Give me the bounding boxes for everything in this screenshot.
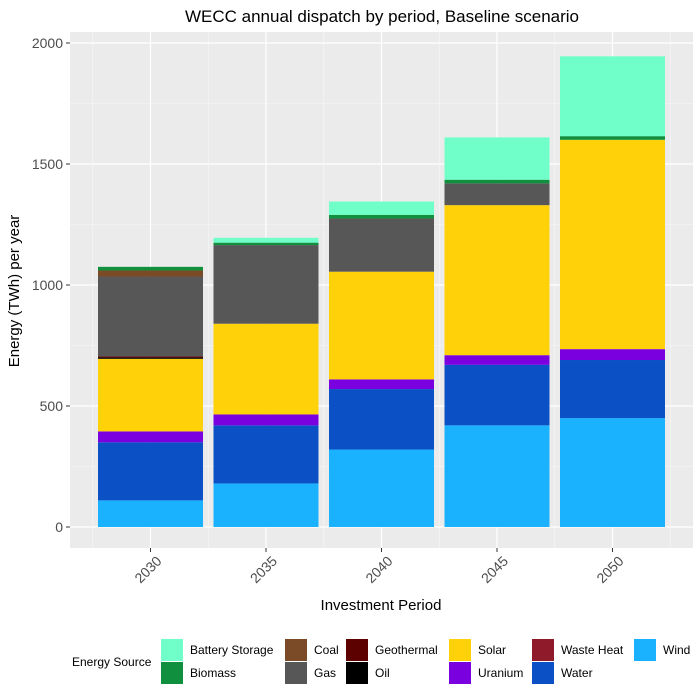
bar-segment bbox=[213, 414, 319, 426]
bar-segment bbox=[98, 357, 203, 359]
bar-segment bbox=[329, 271, 434, 380]
x-tick-label: 2040 bbox=[362, 553, 395, 586]
bar-segment bbox=[444, 355, 550, 365]
legend-key bbox=[285, 639, 307, 661]
legend-label: Water bbox=[561, 666, 593, 680]
legend-key bbox=[346, 639, 368, 661]
bar-segment bbox=[213, 242, 319, 246]
y-tick-label: 0 bbox=[55, 519, 63, 535]
legend-title: Energy Source bbox=[72, 655, 152, 669]
x-tick-label: 2045 bbox=[478, 553, 511, 586]
legend-key bbox=[532, 662, 554, 684]
bar-segment bbox=[444, 364, 550, 426]
bar-segment bbox=[213, 323, 319, 415]
legend-key bbox=[532, 639, 554, 661]
bar-segment bbox=[98, 276, 203, 357]
bar-segment bbox=[98, 266, 203, 271]
legend-key bbox=[634, 639, 656, 661]
legend-label: Battery Storage bbox=[190, 643, 274, 657]
x-axis-title: Investment Period bbox=[321, 597, 442, 614]
bar-segment bbox=[560, 136, 665, 140]
legend-label: Uranium bbox=[478, 666, 523, 680]
bar-segment bbox=[444, 425, 550, 527]
legend-label: Geothermal bbox=[375, 643, 438, 657]
y-tick-label: 2000 bbox=[32, 35, 63, 51]
bar-segment bbox=[329, 389, 434, 450]
bar-segment bbox=[329, 214, 434, 219]
bar-segment bbox=[98, 356, 203, 358]
legend-key bbox=[449, 639, 471, 661]
bar-segment bbox=[213, 425, 319, 484]
bar-segment bbox=[444, 183, 550, 206]
y-axis-title: Energy (TWh) per year bbox=[6, 215, 23, 368]
legend-label: Wind bbox=[663, 643, 690, 657]
bar-segment bbox=[560, 418, 665, 527]
x-tick-label: 2050 bbox=[593, 553, 626, 586]
y-tick-label: 500 bbox=[40, 398, 64, 414]
legend-label: Gas bbox=[314, 666, 336, 680]
bar-segment bbox=[329, 449, 434, 527]
bar-segment bbox=[329, 218, 434, 272]
bar-segment bbox=[560, 56, 665, 137]
chart-title: WECC annual dispatch by period, Baseline… bbox=[185, 7, 579, 26]
bars bbox=[98, 56, 665, 527]
bar-segment bbox=[560, 349, 665, 361]
bar-segment bbox=[444, 137, 550, 180]
bar-segment bbox=[98, 270, 203, 277]
bar-segment bbox=[329, 379, 434, 390]
bar-segment bbox=[98, 431, 203, 443]
legend-label: Biomass bbox=[190, 666, 236, 680]
bar-segment bbox=[213, 237, 319, 243]
legend-key bbox=[161, 639, 183, 661]
x-tick-label: 2035 bbox=[247, 553, 280, 586]
bar-segment bbox=[444, 179, 550, 184]
bar-segment bbox=[213, 245, 319, 324]
legend-key bbox=[285, 662, 307, 684]
bar-segment bbox=[213, 483, 319, 527]
bar-segment bbox=[98, 500, 203, 527]
legend: Energy Source Battery Storage Biomass Coal… bbox=[72, 639, 690, 684]
bar-segment bbox=[98, 358, 203, 432]
legend-key bbox=[449, 662, 471, 684]
legend-label: Solar bbox=[478, 643, 506, 657]
bar-segment bbox=[329, 201, 434, 215]
legend-label: Oil bbox=[375, 666, 390, 680]
y-tick-label: 1500 bbox=[32, 156, 63, 172]
x-tick-label: 2030 bbox=[131, 553, 164, 586]
bar-segment bbox=[444, 205, 550, 356]
legend-key bbox=[161, 662, 183, 684]
bar-segment bbox=[98, 442, 203, 501]
bar-segment bbox=[560, 360, 665, 419]
bar-segment bbox=[560, 139, 665, 350]
legend-key bbox=[346, 662, 368, 684]
y-tick-label: 1000 bbox=[32, 277, 63, 293]
legend-label: Coal bbox=[314, 643, 339, 657]
legend-label: Waste Heat bbox=[561, 643, 624, 657]
